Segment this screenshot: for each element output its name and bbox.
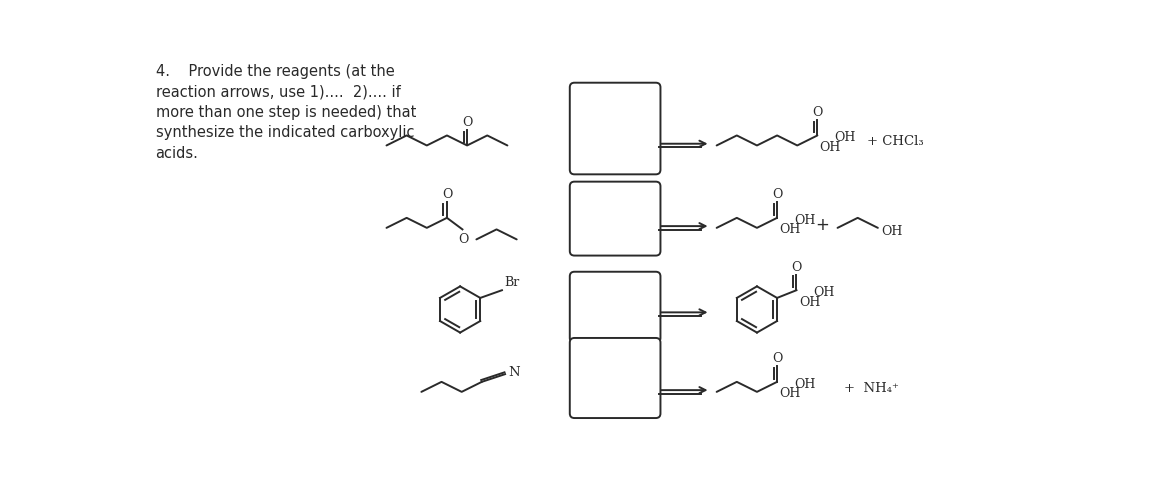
- Text: OH: OH: [881, 225, 902, 238]
- FancyBboxPatch shape: [570, 83, 660, 175]
- Text: N: N: [508, 366, 519, 379]
- Text: OH: OH: [799, 295, 820, 308]
- Text: OH: OH: [794, 213, 815, 226]
- Text: OH: OH: [794, 377, 815, 390]
- FancyBboxPatch shape: [570, 183, 660, 256]
- Text: O: O: [791, 260, 801, 273]
- Text: OH: OH: [779, 386, 800, 400]
- Text: O: O: [812, 105, 823, 119]
- Text: +: +: [815, 216, 830, 234]
- Text: O: O: [772, 188, 783, 201]
- Text: O: O: [772, 351, 783, 365]
- FancyBboxPatch shape: [570, 272, 660, 343]
- Text: O: O: [442, 188, 453, 201]
- Text: O: O: [462, 116, 473, 128]
- Text: OH: OH: [779, 223, 800, 236]
- Text: 4.    Provide the reagents (at the
reaction arrows, use 1)....  2).... if
more t: 4. Provide the reagents (at the reaction…: [156, 64, 415, 161]
- Text: + CHCl₃: + CHCl₃: [867, 134, 923, 147]
- Text: OH: OH: [834, 131, 855, 144]
- Text: O: O: [457, 233, 468, 246]
- Text: Br: Br: [504, 275, 519, 288]
- Text: OH: OH: [813, 285, 835, 299]
- Text: +  NH₄⁺: + NH₄⁺: [844, 381, 899, 394]
- FancyBboxPatch shape: [570, 338, 660, 418]
- Text: OH: OH: [820, 141, 841, 154]
